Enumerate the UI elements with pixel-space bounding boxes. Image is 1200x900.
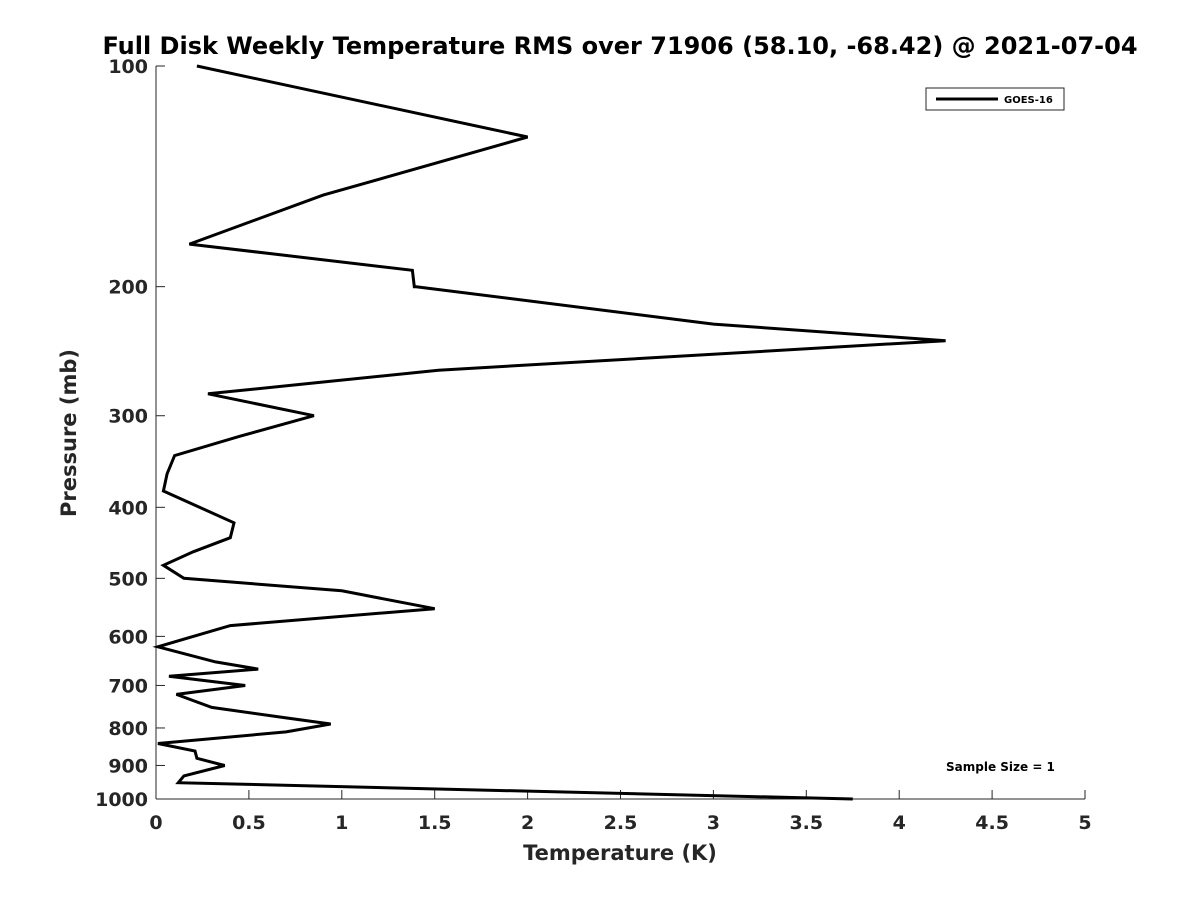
series-line-goes-16 (152, 64, 946, 801)
y-axis-label: Pressure (mb) (57, 349, 81, 517)
x-tick-label: 1 (335, 812, 348, 834)
y-tick-label: 900 (108, 755, 148, 777)
legend-entry-goes-16: GOES-16 (1004, 95, 1053, 106)
x-tick-label: 2 (521, 812, 534, 834)
y-tick-label: 1000 (95, 789, 148, 811)
y-tick-label: 800 (108, 718, 148, 740)
y-tick-label: 100 (108, 56, 148, 78)
x-tick-label: 2.5 (604, 812, 638, 834)
chart-title: Full Disk Weekly Temperature RMS over 71… (102, 32, 1137, 60)
sample-size-annotation: Sample Size = 1 (946, 760, 1055, 774)
x-tick-label: 4.5 (975, 812, 1009, 834)
x-tick-label: 4 (893, 812, 906, 834)
x-tick-label: 3 (707, 812, 720, 834)
y-tick-label: 600 (108, 626, 148, 648)
y-tick-label: 300 (108, 406, 148, 428)
x-axis-ticks: 0 0.5 1 1.5 2 2.5 3 3.5 4 4.5 5 (149, 790, 1092, 834)
legend: GOES-16 (925, 87, 1065, 111)
x-axis-label: Temperature (K) (523, 841, 717, 865)
x-tick-label: 1.5 (418, 812, 452, 834)
x-tick-label: 5 (1078, 812, 1091, 834)
y-tick-label: 200 (108, 277, 148, 299)
y-tick-label: 400 (108, 497, 148, 519)
x-tick-label: 0.5 (232, 812, 266, 834)
y-axis-ticks: 100 200 300 400 500 600 700 800 900 1000 (95, 56, 165, 811)
y-tick-label: 500 (108, 568, 148, 590)
x-tick-label: 0 (149, 812, 162, 834)
x-tick-label: 3.5 (789, 812, 823, 834)
y-tick-label: 700 (108, 675, 148, 697)
